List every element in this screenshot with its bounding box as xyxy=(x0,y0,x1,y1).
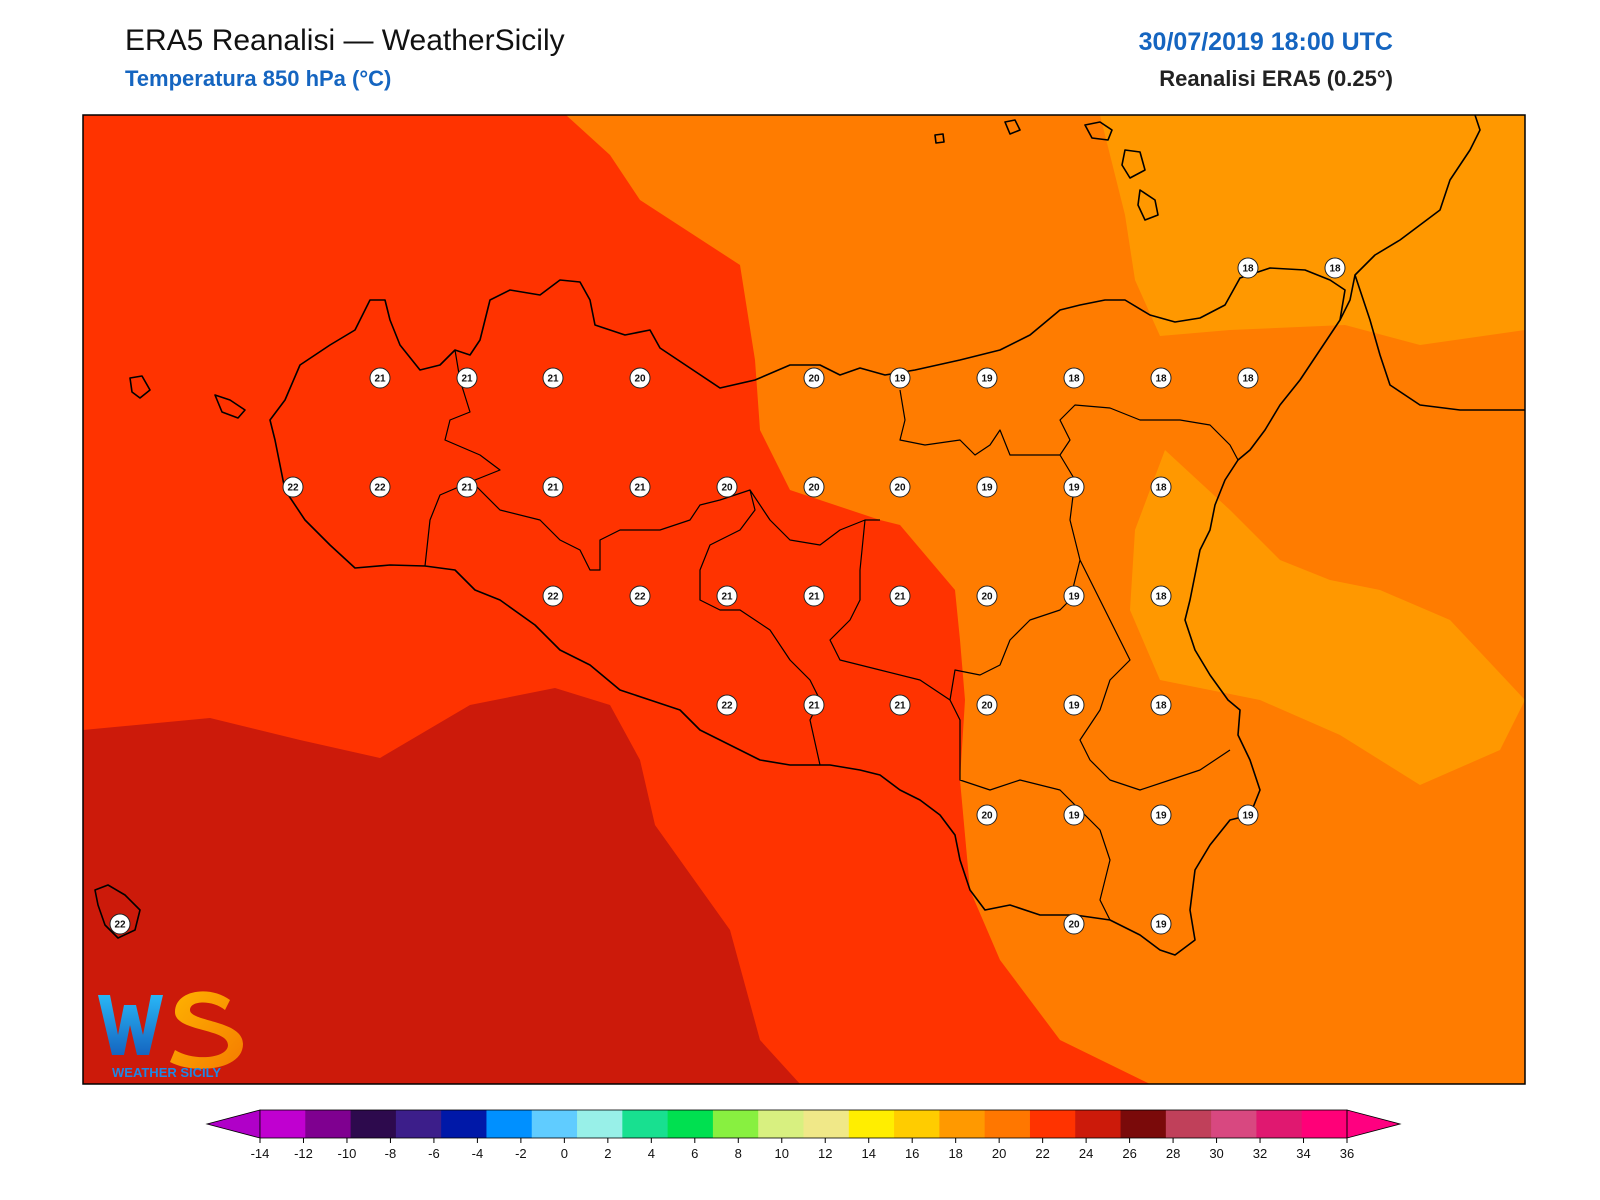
colorbar-segment xyxy=(396,1110,442,1138)
colorbar-under-arrow xyxy=(207,1110,260,1138)
colorbar-segment xyxy=(622,1110,668,1138)
colorbar-tick-label: 26 xyxy=(1122,1146,1136,1161)
colorbar-tick-label: -4 xyxy=(472,1146,484,1161)
colorbar-tick-label: -6 xyxy=(428,1146,440,1161)
colorbar-tick-label: 4 xyxy=(648,1146,655,1161)
colorbar-segment xyxy=(1256,1110,1302,1138)
colorbar-tick-label: -2 xyxy=(515,1146,527,1161)
colorbar-segment xyxy=(577,1110,623,1138)
colorbar-tick-label: 2 xyxy=(604,1146,611,1161)
colorbar-segment xyxy=(804,1110,850,1138)
colorbar-tick-label: 12 xyxy=(818,1146,832,1161)
colorbar-segment xyxy=(1121,1110,1167,1138)
colorbar-tick-label: 36 xyxy=(1340,1146,1354,1161)
colorbar-tick-label: 16 xyxy=(905,1146,919,1161)
colorbar-tick-label: 8 xyxy=(735,1146,742,1161)
colorbar-segment xyxy=(713,1110,759,1138)
colorbar-tick-label: -14 xyxy=(251,1146,270,1161)
colorbar-segment xyxy=(351,1110,397,1138)
colorbar-tick-label: 32 xyxy=(1253,1146,1267,1161)
colorbar-segment xyxy=(849,1110,895,1138)
colorbar-tick-label: 30 xyxy=(1209,1146,1223,1161)
colorbar-segment xyxy=(1211,1110,1257,1138)
colorbar-segment xyxy=(1302,1110,1348,1138)
colorbar-segment xyxy=(486,1110,532,1138)
colorbar-tick-label: -8 xyxy=(385,1146,397,1161)
colorbar-tick-label: 14 xyxy=(861,1146,875,1161)
colorbar: -14 -12 -10 -8 -6 -4 -2 0 2 4 6 8 10 12 14 16 18 20 22 24 26… xyxy=(207,1110,1400,1161)
colorbar-segment xyxy=(939,1110,985,1138)
colorbar-segment xyxy=(305,1110,351,1138)
colorbar-tick-label: 28 xyxy=(1166,1146,1180,1161)
colorbar-segment xyxy=(1030,1110,1076,1138)
colorbar-tick-label: 34 xyxy=(1296,1146,1310,1161)
colorbar-segment xyxy=(441,1110,487,1138)
colorbar-segment xyxy=(260,1110,306,1138)
colorbar-segment xyxy=(1075,1110,1121,1138)
colorbar-tick-label: 24 xyxy=(1079,1146,1093,1161)
colorbar-tick-label: 20 xyxy=(992,1146,1006,1161)
colorbar-segment xyxy=(894,1110,940,1138)
colorbar-segment xyxy=(668,1110,714,1138)
colorbar-segment xyxy=(1166,1110,1212,1138)
colorbar-tick-label: 10 xyxy=(775,1146,789,1161)
colorbar-tick-label: 0 xyxy=(561,1146,568,1161)
colorbar-segment xyxy=(985,1110,1031,1138)
colorbar-tick-label: 6 xyxy=(691,1146,698,1161)
colorbar-over-arrow xyxy=(1347,1110,1400,1138)
colorbar-tick-label: -12 xyxy=(294,1146,313,1161)
colorbar-segment xyxy=(532,1110,578,1138)
colorbar-tick-label: 18 xyxy=(948,1146,962,1161)
colorbar-tick-label: -10 xyxy=(338,1146,357,1161)
colorbar-tick-label: 22 xyxy=(1035,1146,1049,1161)
colorbar-segment xyxy=(758,1110,804,1138)
